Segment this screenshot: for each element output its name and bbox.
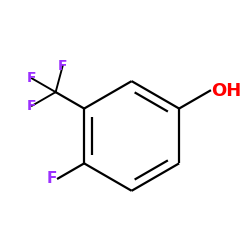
Text: F: F xyxy=(27,99,37,113)
Text: F: F xyxy=(46,171,57,186)
Text: F: F xyxy=(58,58,68,72)
Text: OH: OH xyxy=(211,82,242,100)
Text: F: F xyxy=(27,72,37,86)
